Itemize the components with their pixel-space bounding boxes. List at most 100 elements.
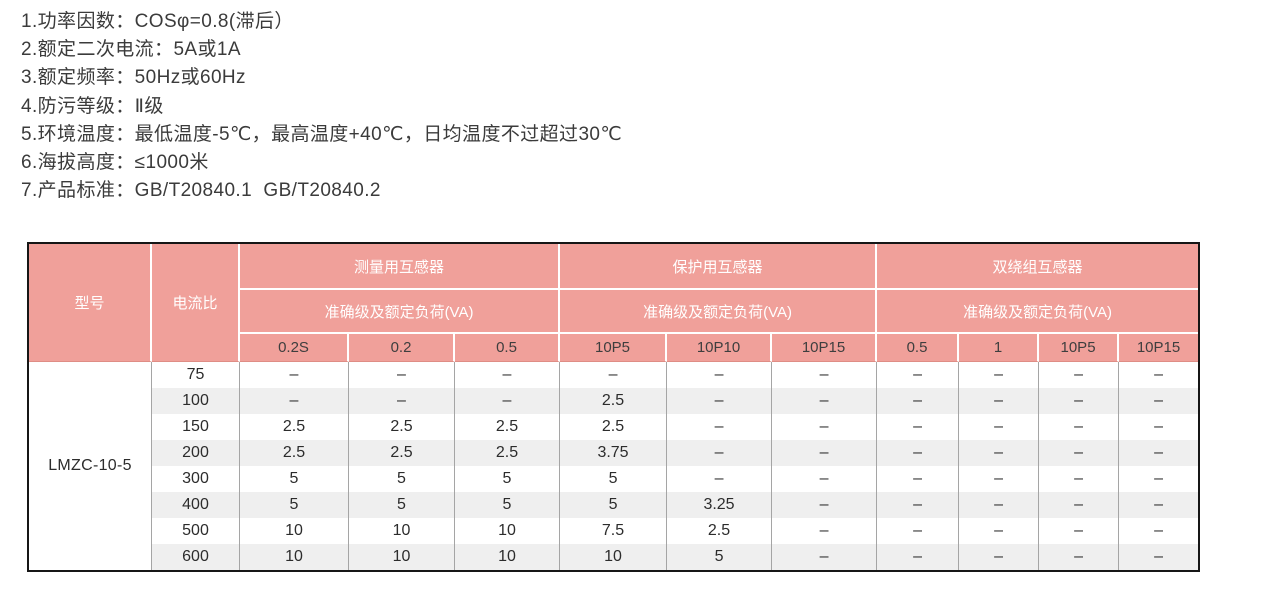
value-cell: 10: [240, 518, 349, 544]
value-cell: 5: [240, 492, 349, 518]
value-cell: 3.75: [560, 440, 668, 466]
ratio-cell: 200: [152, 440, 240, 466]
header-group-subtitle: 准确级及额定负荷(VA): [560, 290, 878, 334]
header-col: 0.2: [349, 334, 455, 362]
header-col: 1: [959, 334, 1040, 362]
value-cell: –: [1119, 466, 1199, 492]
ratio-cell: 600: [152, 544, 240, 570]
value-cell: 5: [560, 492, 668, 518]
value-cell: –: [959, 414, 1040, 440]
value-cell: –: [959, 388, 1040, 414]
spec-line: 2.额定二次电流：5A或1A: [21, 39, 241, 61]
value-cell: –: [1119, 414, 1199, 440]
ratio-cell: 100: [152, 388, 240, 414]
spec-line: 1.功率因数：COSφ=0.8(滞后）: [21, 11, 294, 32]
table-row: LMZC-10-5 75– – – – – – – – – –: [29, 362, 1199, 570]
value-cell: –: [772, 492, 878, 518]
value-cell: –: [877, 518, 960, 544]
header-group-title: 测量用互感器: [240, 244, 561, 290]
value-cell: 5: [349, 492, 455, 518]
spec-line: 3.额定频率：50Hz或60Hz: [21, 67, 246, 89]
value-cell: –: [877, 466, 960, 492]
header-col: 10P10: [667, 334, 773, 362]
value-cell: 2.5: [349, 414, 455, 440]
value-cell: –: [240, 388, 349, 414]
value-cell: –: [1119, 518, 1199, 544]
value-cell: 10: [349, 518, 455, 544]
value-cell: –: [349, 362, 455, 388]
value-cell: –: [1119, 440, 1199, 466]
value-cell: 2.5: [240, 440, 349, 466]
value-cell: –: [240, 362, 349, 388]
header-col: 10P15: [772, 334, 878, 362]
value-cell: 5: [349, 466, 455, 492]
table-row: 600 10 10 10 10 5– – – – –: [29, 544, 1199, 570]
value-cell: –: [772, 518, 878, 544]
table-row: 200 2.5 2.5 2.5 3.75– – – – – –: [29, 440, 1199, 466]
value-cell: –: [667, 466, 773, 492]
header-col: 0.2S: [240, 334, 349, 362]
header-ratio: 电流比: [152, 244, 240, 362]
value-cell: 2.5: [667, 518, 773, 544]
value-cell: 5: [560, 466, 668, 492]
ratio-cell: 400: [152, 492, 240, 518]
header-model: 型号: [29, 244, 152, 362]
value-cell: 2.5: [240, 414, 349, 440]
table-body: LMZC-10-5 75– – – – – – – – – –100– – –2.5– – – – – –150 2…: [29, 362, 1199, 570]
value-cell: –: [455, 362, 561, 388]
value-cell: –: [1119, 388, 1199, 414]
value-cell: –: [1039, 544, 1120, 570]
table-row: 400 5 5 5 5 3.25– – – – –: [29, 492, 1199, 518]
value-cell: –: [1039, 466, 1120, 492]
value-cell: 2.5: [455, 440, 561, 466]
value-cell: –: [1039, 362, 1120, 388]
value-cell: –: [772, 440, 878, 466]
value-cell: –: [959, 466, 1040, 492]
value-cell: –: [1039, 388, 1120, 414]
header-group-title: 双绕组互感器: [877, 244, 1199, 290]
spec-list: 1.功率因数：COSφ=0.8(滞后） 2.额定二次电流：5A或1A 3.额定频率：…: [21, 8, 622, 205]
value-cell: –: [877, 388, 960, 414]
value-cell: 10: [240, 544, 349, 570]
value-cell: 10: [349, 544, 455, 570]
header-group-title: 保护用互感器: [560, 244, 878, 290]
value-cell: 10: [560, 544, 668, 570]
value-cell: –: [877, 544, 960, 570]
value-cell: –: [959, 518, 1040, 544]
spec-table: 型号 电流比 测量用互感器 保护用互感器 双绕组互感器 准确级及额定负荷(VA) 准确级及额…: [27, 242, 1201, 572]
value-cell: 2.5: [349, 440, 455, 466]
value-cell: –: [455, 388, 561, 414]
value-cell: –: [1119, 362, 1199, 388]
value-cell: –: [877, 440, 960, 466]
value-cell: 5: [667, 544, 773, 570]
value-cell: –: [772, 466, 878, 492]
header-col: 10P5: [1039, 334, 1120, 362]
table-row: 500 10 10 10 7.5 2.5– – – – –: [29, 518, 1199, 544]
header-col: 0.5: [877, 334, 960, 362]
value-cell: –: [877, 492, 960, 518]
value-cell: –: [667, 414, 773, 440]
value-cell: 5: [455, 466, 561, 492]
header-col: 10P5: [560, 334, 668, 362]
value-cell: 2.5: [560, 388, 668, 414]
value-cell: –: [1039, 492, 1120, 518]
value-cell: 2.5: [455, 414, 561, 440]
value-cell: 5: [240, 466, 349, 492]
spec-line: 5.环境温度：最低温度-5℃，最高温度+40℃，日均温度不过超过30℃: [21, 123, 623, 145]
value-cell: –: [772, 544, 878, 570]
value-cell: 5: [455, 492, 561, 518]
value-cell: –: [1119, 544, 1199, 570]
value-cell: –: [959, 544, 1040, 570]
ratio-cell: 300: [152, 466, 240, 492]
value-cell: 2.5: [560, 414, 668, 440]
model-cell: LMZC-10-5: [29, 362, 152, 570]
value-cell: –: [772, 388, 878, 414]
value-cell: 7.5: [560, 518, 668, 544]
value-cell: –: [877, 414, 960, 440]
value-cell: –: [772, 362, 878, 388]
value-cell: –: [560, 362, 668, 388]
header-col: 10P15: [1119, 334, 1199, 362]
value-cell: –: [959, 362, 1040, 388]
spec-line: 7.产品标准：GB/T20840.1 GB/T20840.2: [21, 180, 381, 202]
value-cell: –: [959, 492, 1040, 518]
